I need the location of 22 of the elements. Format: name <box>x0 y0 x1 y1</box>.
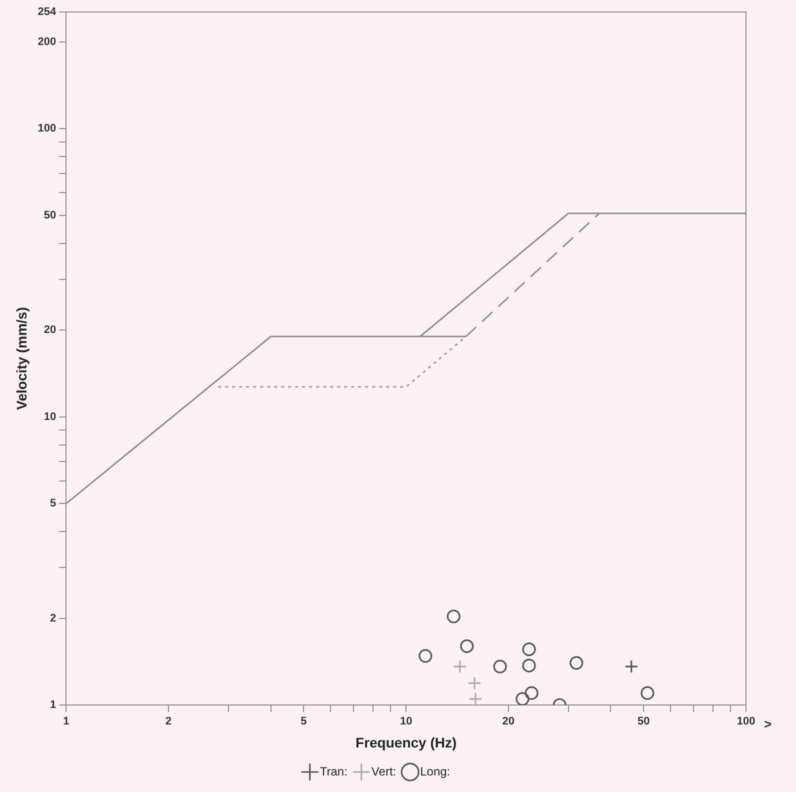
x-tick-label: 50 <box>638 716 650 728</box>
y-tick-label: 1 <box>50 699 56 712</box>
y-tick-label: 5 <box>50 498 56 510</box>
x-tick-label: 20 <box>502 716 515 728</box>
x-tick-label: 1 <box>63 716 70 728</box>
x-tick-label: 10 <box>400 716 412 728</box>
y-tick-label: 254 <box>38 6 58 18</box>
y-tick-label: 100 <box>38 122 56 135</box>
x-tick-label: 2 <box>165 716 172 728</box>
legend-label: Long: <box>420 764 450 778</box>
y-tick-label: 20 <box>44 324 56 336</box>
y-axis-title: Velocity (mm/s) <box>13 307 30 410</box>
text: > <box>764 716 772 732</box>
x-tick-label: 100 <box>736 716 756 728</box>
y-tick-label: 10 <box>44 410 56 423</box>
legend-label: Tran: <box>320 764 348 778</box>
y-tick-label: 200 <box>38 36 56 48</box>
y-tick-label: 2 <box>50 612 56 624</box>
x-axis-title: Frequency (Hz) <box>356 734 457 750</box>
legend-label: Vert: <box>371 764 396 778</box>
x-tick-label: 5 <box>300 716 307 728</box>
y-tick-label: 50 <box>44 209 56 222</box>
